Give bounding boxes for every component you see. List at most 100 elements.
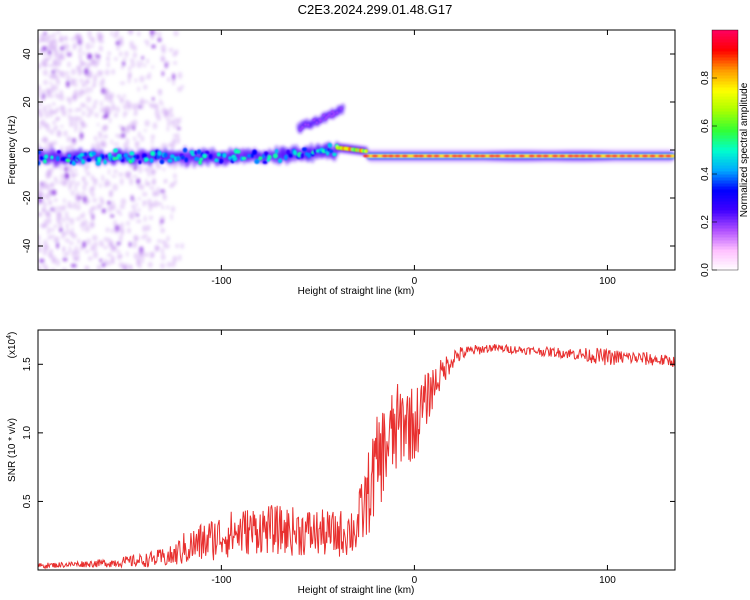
spectrogram-noise-speck	[67, 108, 73, 113]
spectrogram-noise-speck	[146, 58, 150, 64]
spectrogram-noise-speck	[134, 78, 138, 83]
spectrogram-noise-speck	[173, 138, 176, 146]
spectrogram-band-core	[81, 159, 86, 165]
carrier-peak	[573, 154, 580, 158]
spectrogram-noise-speck	[133, 112, 138, 116]
spectrogram-noise-speck	[75, 181, 80, 186]
spectrogram-noise-speck	[111, 203, 116, 211]
spectrogram-noise-speck	[126, 221, 130, 226]
spectrogram-band-core	[274, 149, 279, 154]
spectrogram-noise-speck	[77, 238, 81, 245]
spectrogram-noise-speck	[56, 241, 60, 249]
carrier-peak	[567, 154, 574, 158]
spectrogram-noise-speck	[69, 116, 75, 121]
spectrogram-noise-speck	[125, 263, 129, 268]
spectrogram-noise-speck	[94, 99, 98, 105]
spectrogram-noise-speck	[45, 122, 49, 127]
spectrogram-noise-speck	[151, 168, 156, 177]
spectrogram-noise-speck	[113, 32, 119, 39]
spectrogram-noise-speck	[62, 180, 67, 187]
snr-x-tick-label: -100	[211, 575, 231, 586]
spectrogram-band-core	[272, 153, 279, 159]
spectrogram-noise-speck	[45, 171, 51, 179]
spectrogram-band-core	[293, 150, 297, 156]
spectrogram-noise-speck	[59, 94, 65, 102]
spectrogram-branch-core	[331, 110, 334, 114]
carrier-peak	[626, 154, 633, 158]
spectrogram-noise-speck	[138, 197, 141, 201]
spectrogram-band-core	[204, 150, 210, 155]
spectrogram-x-ticks: -100 0 100	[211, 30, 616, 287]
spectrogram-noise-speck	[138, 249, 145, 256]
spectrogram-band-core	[252, 149, 257, 155]
spectrogram-noise-speck	[61, 231, 65, 240]
spectrogram-band-core	[222, 152, 227, 159]
spectrogram-noise-speck	[111, 200, 115, 205]
spectrogram-band-core	[169, 154, 175, 159]
spectrogram-noise-speck	[110, 256, 116, 260]
spectrogram-noise-speck	[111, 245, 117, 250]
spectrogram-noise-speck	[110, 228, 115, 234]
spectrogram-noise-speck	[159, 215, 165, 222]
colorbar-cell	[712, 36, 738, 40]
spectrogram-noise-speck	[46, 217, 52, 225]
spectrogram-branch-core	[328, 112, 331, 116]
colorbar-cell	[712, 243, 738, 247]
spectrogram-noise-speck	[49, 129, 55, 135]
spectrogram-noise-speck	[136, 259, 141, 268]
spectrogram-noise-speck	[120, 198, 127, 205]
spectrogram-noise-speck	[113, 169, 118, 174]
colorbar-cell	[712, 90, 738, 94]
colorbar-cell	[712, 30, 738, 34]
spectrogram-noise-speck	[84, 265, 89, 270]
spectrogram-band-core	[180, 155, 185, 160]
carrier-peak	[509, 154, 517, 158]
spectrogram-noise-speck	[87, 30, 92, 38]
carrier-peak	[488, 154, 496, 158]
spectrogram-band-core	[38, 150, 41, 155]
spectrogram-noise-speck	[47, 228, 51, 235]
spectrogram-noise-speck	[80, 221, 84, 226]
spectrogram-noise-speck	[82, 219, 88, 227]
spectrogram-noise-speck	[79, 127, 82, 133]
spectrogram-noise-speck	[47, 227, 51, 231]
spectrogram-noise-speck	[50, 207, 54, 212]
spectrogram-noise-speck	[57, 210, 62, 218]
spectrogram-branch-core	[312, 118, 316, 122]
spectrogram-noise-speck	[38, 247, 42, 253]
colorbar-cell	[712, 117, 738, 121]
spectrogram-noise-speck	[104, 134, 108, 139]
colorbar-cell	[712, 144, 738, 148]
carrier-peak	[381, 154, 389, 158]
spectrogram-noise-speck	[93, 245, 97, 252]
colorbar-cell	[712, 216, 738, 220]
spectrogram-noise-speck	[151, 34, 154, 41]
colorbar-tick-label: 0.0	[700, 263, 711, 277]
carrier-peak	[494, 154, 501, 158]
carrier-peak	[542, 154, 549, 158]
spectrogram-noise-speck	[49, 113, 53, 118]
spectrogram-noise-speck	[143, 215, 147, 223]
spectrogram-band-core	[194, 156, 200, 161]
spectrogram-noise-speck	[107, 200, 111, 205]
spectrogram-branch-core	[301, 126, 304, 129]
spectrogram-noise-speck	[56, 205, 63, 211]
spectrogram-band-core	[120, 158, 125, 162]
spectrogram-noise-speck	[47, 235, 52, 240]
spectrogram-noise-speck	[65, 80, 70, 88]
spectrogram-band-core	[208, 154, 213, 160]
spectrogram-band-core	[79, 156, 83, 161]
colorbar-cell	[712, 102, 738, 106]
spectrogram-noise-speck	[160, 227, 166, 234]
spectrogram-band-core	[159, 159, 165, 165]
colorbar-cell	[712, 252, 738, 256]
spectrogram-noise-speck	[87, 256, 93, 261]
spectrogram-noise-speck	[110, 214, 115, 218]
colorbar-gradient	[712, 30, 738, 271]
carrier-peak	[528, 154, 535, 158]
spectrogram-noise-speck	[86, 113, 91, 118]
spectrogram-band-core	[157, 150, 162, 156]
spectrogram-noise-speck	[68, 183, 72, 191]
colorbar-cell	[712, 150, 738, 154]
colorbar-cell	[712, 45, 738, 49]
